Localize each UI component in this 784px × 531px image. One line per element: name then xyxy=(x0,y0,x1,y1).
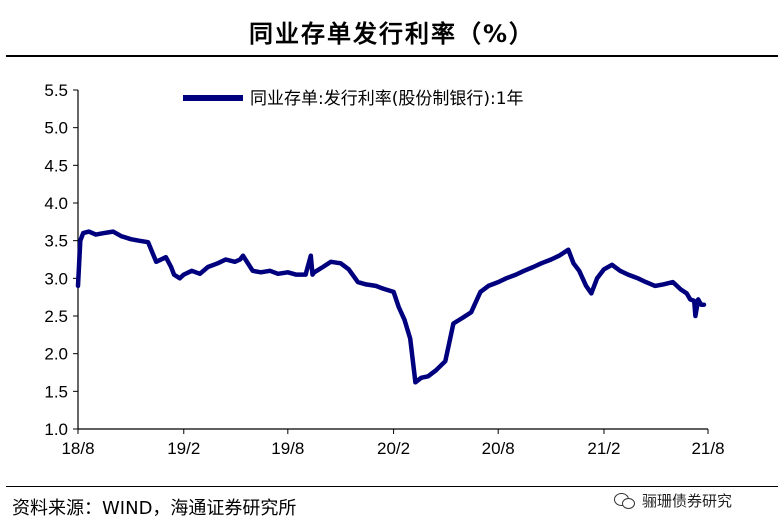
y-tick-label: 1.0 xyxy=(44,420,68,439)
x-tick-label: 21/8 xyxy=(691,439,724,458)
y-tick-label: 4.0 xyxy=(44,194,68,213)
y-tick-label: 2.5 xyxy=(44,307,68,326)
y-tick-labels: 1.0 1.5 2.0 2.5 3.0 3.5 4.0 4.5 5.0 5.5 xyxy=(44,81,68,439)
watermark-label: 骊珊债券研究 xyxy=(642,492,733,510)
chart-title: 同业存单发行利率（%） xyxy=(248,20,536,48)
legend: 同业存单:发行利率(股份制银行):1年 xyxy=(183,89,524,109)
watermark: 骊珊债券研究 xyxy=(614,490,732,511)
y-tick-label: 1.5 xyxy=(44,382,68,401)
x-tick-label: 19/2 xyxy=(167,439,200,458)
x-tick-label: 19/8 xyxy=(271,439,304,458)
wechat-icon xyxy=(614,492,636,510)
x-tick-labels: 18/8 19/2 19/8 20/2 20/8 21/2 21/8 xyxy=(61,439,724,458)
title-divider xyxy=(6,55,778,57)
x-tick-label: 18/8 xyxy=(61,439,94,458)
y-tick-label: 3.0 xyxy=(44,269,68,288)
footer-divider xyxy=(6,486,778,487)
x-tick-label: 20/2 xyxy=(377,439,410,458)
y-tick-label: 4.5 xyxy=(44,156,68,175)
y-tick-label: 5.0 xyxy=(44,119,68,138)
y-tick-label: 5.5 xyxy=(44,81,68,100)
y-tick-label: 3.5 xyxy=(44,232,68,251)
source-note: 资料来源：WIND，海通证券研究所 xyxy=(12,498,297,519)
x-tick-label: 20/8 xyxy=(482,439,515,458)
y-tick-label: 2.0 xyxy=(44,345,68,364)
x-tick-label: 21/2 xyxy=(587,439,620,458)
line-chart: 1.01.52.02.53.03.54.04.55.05.5 18/8 19/2 1… xyxy=(44,81,724,458)
series-line-0 xyxy=(75,229,707,385)
series-layer xyxy=(75,229,707,385)
legend-label: 同业存单:发行利率(股份制银行):1年 xyxy=(250,89,524,109)
